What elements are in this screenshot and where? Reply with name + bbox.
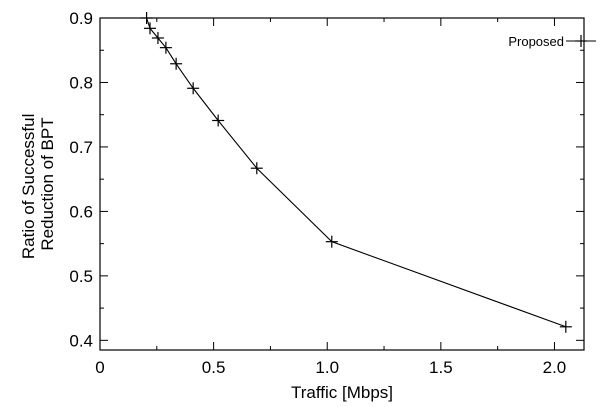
legend-label-proposed: Proposed bbox=[508, 34, 564, 49]
data-point bbox=[143, 22, 156, 35]
legend: Proposed bbox=[508, 34, 596, 49]
data-point bbox=[140, 12, 153, 24]
data-point bbox=[325, 235, 338, 248]
data-point bbox=[187, 82, 200, 95]
y-tick-label: 0.6 bbox=[69, 202, 93, 221]
data-point bbox=[151, 31, 164, 44]
data-point bbox=[559, 320, 572, 333]
series-line-proposed bbox=[146, 17, 567, 328]
y-axis-label-line-1: Ratio of Successful bbox=[19, 114, 38, 260]
data-point bbox=[212, 114, 225, 127]
x-tick-label: 2.0 bbox=[543, 358, 567, 377]
x-axis-label: Traffic [Mbps] bbox=[291, 383, 393, 402]
y-axis-label: Ratio of Successful Reduction of BPT bbox=[19, 109, 57, 259]
y-tick-label: 0.5 bbox=[69, 267, 93, 286]
y-tick-label: 0.8 bbox=[69, 73, 93, 92]
series-layer bbox=[140, 12, 572, 333]
x-tick-label: 0.5 bbox=[202, 358, 226, 377]
x-tick-label: 0 bbox=[95, 358, 104, 377]
data-point bbox=[170, 57, 183, 70]
data-point bbox=[159, 41, 172, 54]
y-tick-label: 0.9 bbox=[69, 9, 93, 28]
x-tick-label: 1.0 bbox=[315, 358, 339, 377]
y-axis-label-line-2: Reduction of BPT bbox=[38, 117, 57, 250]
y-tick-label: 0.4 bbox=[69, 331, 93, 350]
x-axis-ticks: 0 0.5 1.0 1.5 2.0 bbox=[95, 18, 566, 377]
y-tick-label: 0.7 bbox=[69, 138, 93, 157]
plot-frame bbox=[99, 17, 585, 351]
x-tick-label: 1.5 bbox=[429, 358, 453, 377]
legend-marker-proposed bbox=[575, 35, 587, 47]
data-point bbox=[250, 162, 263, 175]
y-axis-ticks: 0.4 0.5 0.6 0.7 0.8 0.9 bbox=[69, 9, 584, 350]
